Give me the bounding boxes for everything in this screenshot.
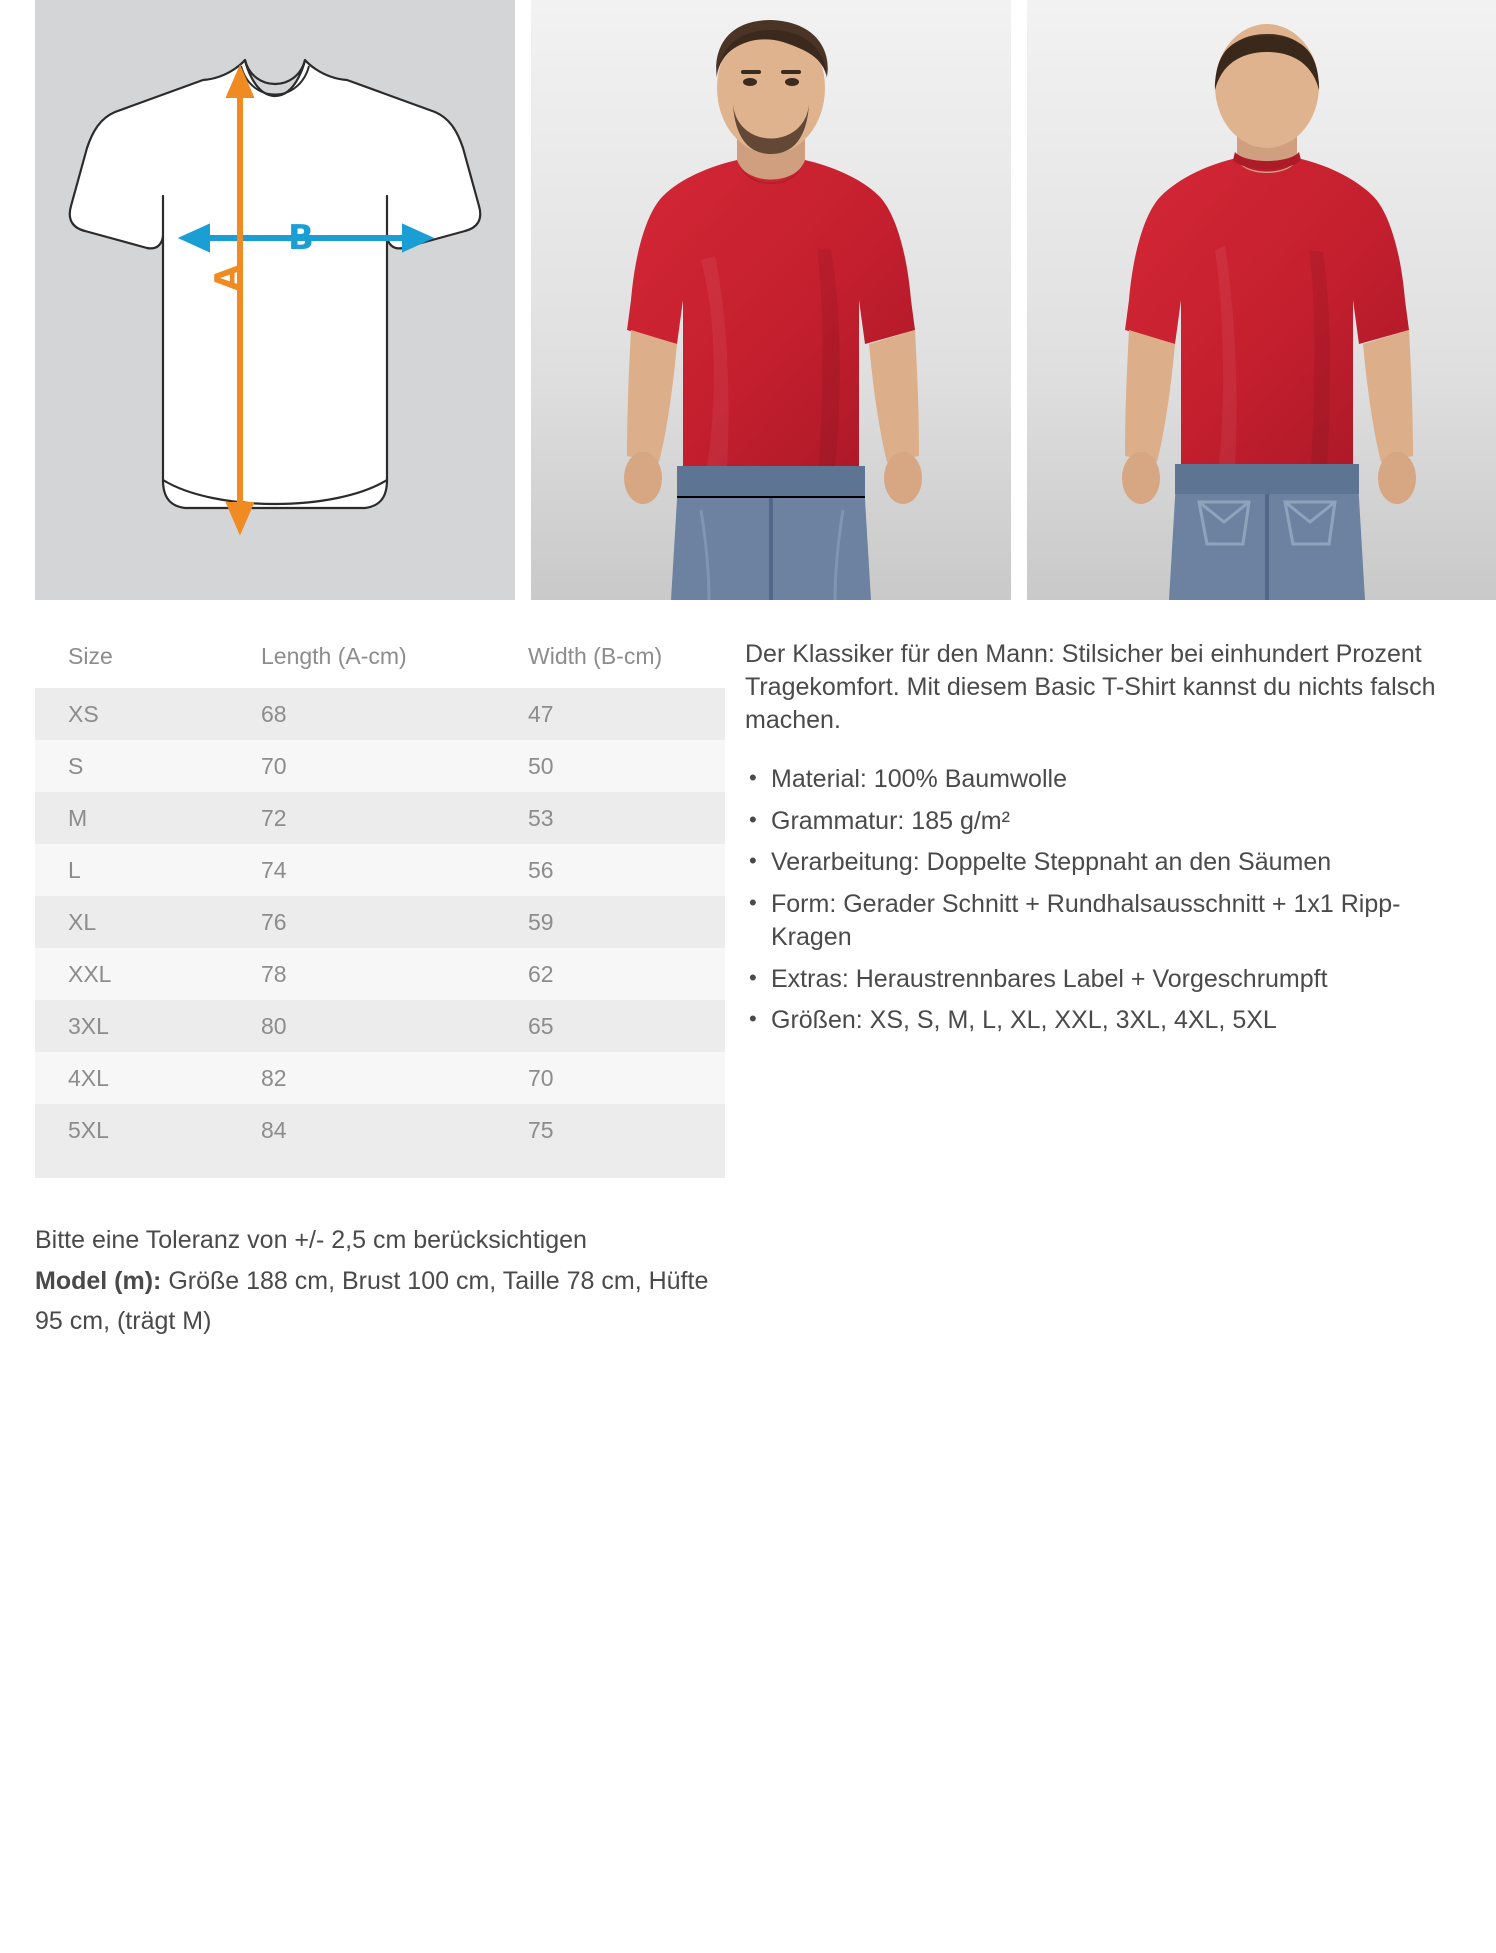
cell-size: XS [35,688,225,740]
model-front-photo [531,0,1011,600]
model-back-photo [1027,0,1496,600]
cell-length: 82 [225,1052,490,1104]
table-row: XS 68 47 [35,688,725,740]
cell-width: 53 [490,792,725,844]
diagram-length-label: A [208,264,249,292]
model-back-illustration [1027,0,1496,600]
list-item: Form: Gerader Schnitt + Rundhalsausschni… [745,888,1461,955]
cell-size: XL [35,896,225,948]
table-header-row: Size Length (A-cm) Width (B-cm) [35,630,725,688]
tolerance-note: Bitte eine Toleranz von +/- 2,5 cm berüc… [35,1226,587,1254]
cell-size: 5XL [35,1104,225,1156]
table-row: S 70 50 [35,740,725,792]
cell-length: 70 [225,740,490,792]
product-image-strip: B A [0,0,1496,600]
list-item: Grammatur: 185 g/m² [745,805,1461,839]
cell-length: 76 [225,896,490,948]
table-row: 4XL 82 70 [35,1052,725,1104]
cell-width: 65 [490,1000,725,1052]
measurement-notes: Bitte eine Toleranz von +/- 2,5 cm berüc… [35,1220,715,1342]
size-table-column: Size Length (A-cm) Width (B-cm) XS 68 47… [35,630,725,1342]
feature-list: Material: 100% Baumwolle Grammatur: 185 … [745,763,1461,1038]
list-item: Extras: Heraustrennbares Label + Vorgesc… [745,963,1461,997]
tshirt-outline-diagram [68,58,482,536]
list-item: Material: 100% Baumwolle [745,763,1461,797]
model-front-illustration [531,0,1011,600]
cell-length: 68 [225,688,490,740]
cell-size: XXL [35,948,225,1000]
cell-size: L [35,844,225,896]
cell-length: 72 [225,792,490,844]
model-label: Model (m): [35,1266,162,1295]
description-intro: Der Klassiker für den Mann: Stilsicher b… [745,640,1436,734]
list-item: Verarbeitung: Doppelte Steppnaht an den … [745,846,1461,880]
cell-width: 62 [490,948,725,1000]
table-row: L 74 56 [35,844,725,896]
cell-length: 78 [225,948,490,1000]
cell-length: 74 [225,844,490,896]
table-header-size: Size [35,630,225,688]
table-row: 5XL 84 75 [35,1104,725,1156]
cell-width: 59 [490,896,725,948]
cell-length: 84 [225,1104,490,1156]
table-row: M 72 53 [35,792,725,844]
cell-length: 80 [225,1000,490,1052]
cell-size: M [35,792,225,844]
table-row: XXL 78 62 [35,948,725,1000]
diagram-width-label: B [288,218,314,258]
size-chart-table: Size Length (A-cm) Width (B-cm) XS 68 47… [35,630,725,1156]
size-diagram-card: B A [35,0,515,600]
table-row: 3XL 80 65 [35,1000,725,1052]
cell-width: 56 [490,844,725,896]
cell-width: 47 [490,688,725,740]
model-measurements: Größe 188 cm, Brust 100 cm, Taille 78 cm… [35,1266,709,1336]
cell-width: 70 [490,1052,725,1104]
table-row: XL 76 59 [35,896,725,948]
cell-size: 4XL [35,1052,225,1104]
cell-size: S [35,740,225,792]
cell-width: 75 [490,1104,725,1156]
cell-width: 50 [490,740,725,792]
model-note: Model (m): Größe 188 cm, Brust 100 cm, T… [35,1261,715,1342]
product-details: Size Length (A-cm) Width (B-cm) XS 68 47… [0,600,1496,1342]
table-header-length: Length (A-cm) [225,630,490,688]
cell-size: 3XL [35,1000,225,1052]
table-bottom-strip [35,1156,725,1178]
table-header-width: Width (B-cm) [490,630,725,688]
list-item: Größen: XS, S, M, L, XL, XXL, 3XL, 4XL, … [745,1004,1461,1038]
description-column: Der Klassiker für den Mann: Stilsicher b… [725,630,1461,1342]
